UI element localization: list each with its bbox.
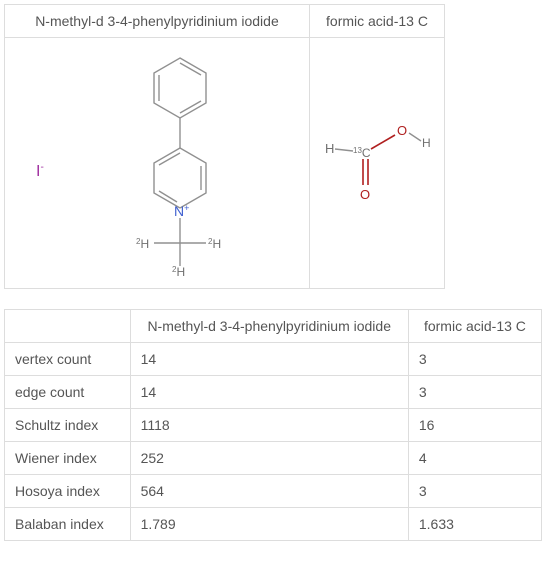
row-schultz: Schultz index 1118 16 [5, 409, 542, 442]
molecule-b-svg: H 13C O H O [317, 103, 437, 223]
label-edge: edge count [5, 376, 131, 409]
col-a-header: N-methyl-d 3-4-phenylpyridinium iodide [130, 310, 408, 343]
methyl-d3 [154, 243, 206, 266]
phenyl-ring [154, 58, 206, 118]
label-schultz: Schultz index [5, 409, 131, 442]
deuterium-3: 2H [172, 265, 185, 278]
o-h-bond [409, 133, 421, 141]
label-vertex: vertex count [5, 343, 131, 376]
b-schultz: 16 [408, 409, 541, 442]
b-wiener: 4 [408, 442, 541, 475]
row-wiener: Wiener index 252 4 [5, 442, 542, 475]
n-plus-label: N+ [174, 203, 189, 219]
compound-a-structure: I- [5, 38, 310, 289]
c-oh-bond [371, 135, 395, 149]
formic-h1: H [325, 141, 334, 156]
row-edge: edge count 14 3 [5, 376, 542, 409]
col-b-header: formic acid-13 C [408, 310, 541, 343]
a-edge: 14 [130, 376, 408, 409]
b-vertex: 3 [408, 343, 541, 376]
a-vertex: 14 [130, 343, 408, 376]
label-hosoya: Hosoya index [5, 475, 131, 508]
blank-header [5, 310, 131, 343]
compound-b-structure: H 13C O H O [309, 38, 444, 289]
row-hosoya: Hosoya index 564 3 [5, 475, 542, 508]
carbonyl-o-label: O [360, 187, 370, 202]
oh-o-label: O [397, 123, 407, 138]
a-balaban: 1.789 [130, 508, 408, 541]
structure-table: N-methyl-d 3-4-phenylpyridinium iodide f… [4, 4, 445, 289]
index-table: N-methyl-d 3-4-phenylpyridinium iodide f… [4, 309, 542, 541]
b-hosoya: 3 [408, 475, 541, 508]
oh-h-label: H [422, 136, 431, 150]
a-schultz: 1118 [130, 409, 408, 442]
a-hosoya: 564 [130, 475, 408, 508]
h-c-bond [335, 149, 353, 151]
deuterium-2: 2H [208, 237, 221, 251]
deuterium-1: 2H [136, 237, 149, 251]
label-wiener: Wiener index [5, 442, 131, 475]
b-balaban: 1.633 [408, 508, 541, 541]
b-edge: 3 [408, 376, 541, 409]
label-balaban: Balaban index [5, 508, 131, 541]
row-balaban: Balaban index 1.789 1.633 [5, 508, 542, 541]
molecule-a-svg: I- [12, 48, 302, 278]
iodide-label: I- [36, 162, 44, 180]
row-vertex: vertex count 14 3 [5, 343, 542, 376]
compound-b-name: formic acid-13 C [309, 5, 444, 38]
c13-label: 13C [353, 146, 371, 160]
a-wiener: 252 [130, 442, 408, 475]
compound-a-name: N-methyl-d 3-4-phenylpyridinium iodide [5, 5, 310, 38]
pyridinium-ring [154, 148, 206, 208]
